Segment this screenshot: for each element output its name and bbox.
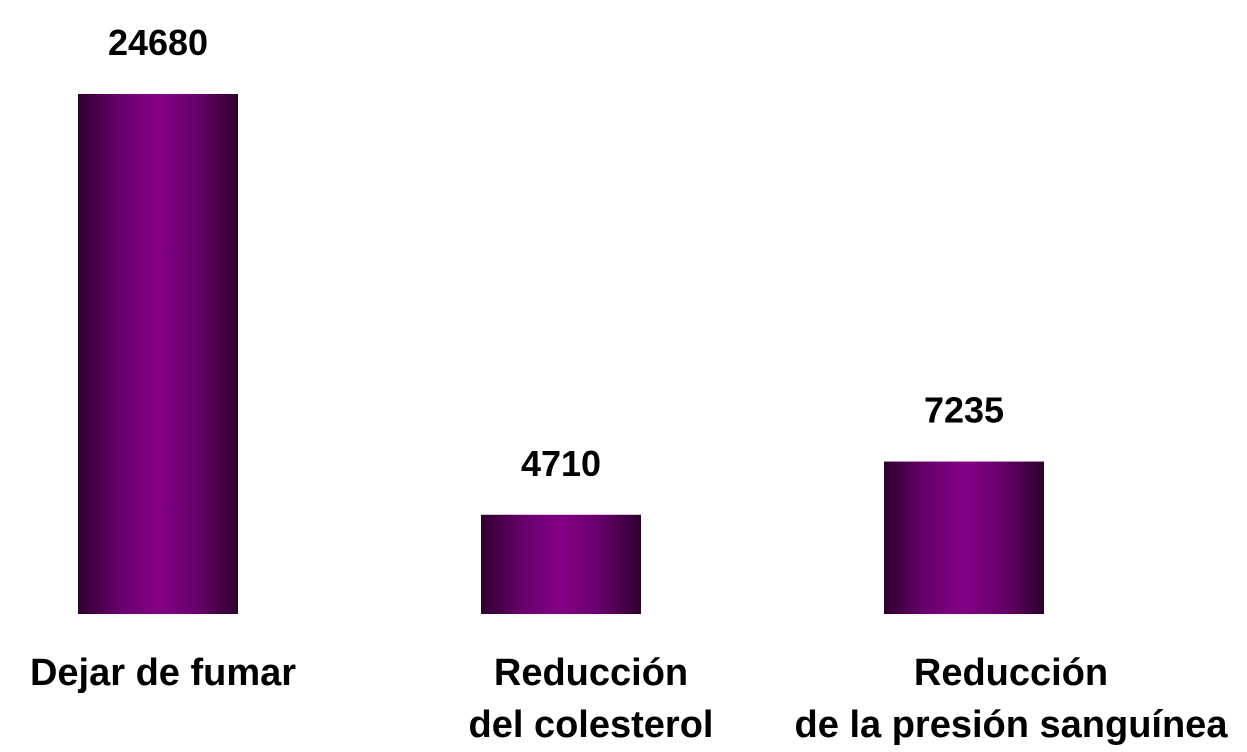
bar-3 [884,461,1044,614]
category-label-2-line-2: del colesterol [469,704,714,746]
bars-group [78,94,1044,614]
category-label-1-line-1: Dejar de fumar [30,652,296,694]
bar-1 [78,94,238,614]
data-label-1: 24680 [108,22,208,63]
bar-2 [481,514,641,614]
category-label-2-line-1: Reducción [494,652,688,694]
value-labels-group: 24680 4710 7235 [108,22,1004,484]
category-label-3-line-2: de la presión sanguínea [795,704,1229,746]
category-labels-group: Dejar de fumar Reducción del colesterol Red… [30,652,1228,746]
data-label-3: 7235 [924,390,1004,431]
category-label-3-line-1: Reducción [914,652,1108,694]
data-label-2: 4710 [521,443,601,484]
